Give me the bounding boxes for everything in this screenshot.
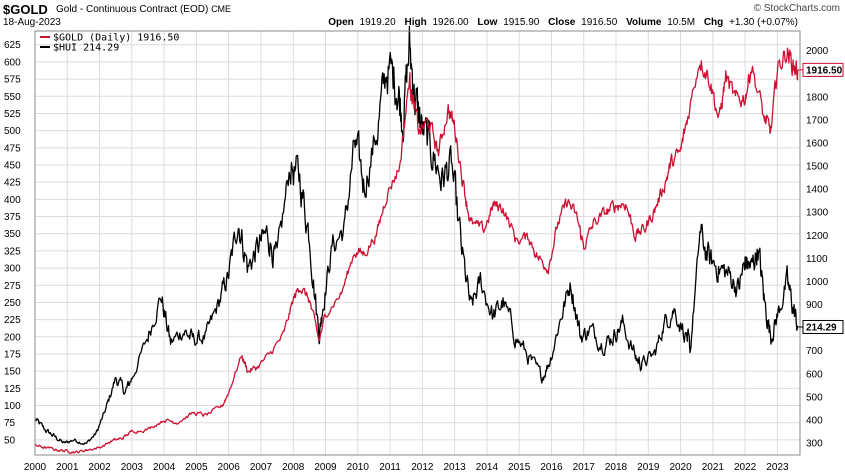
- right-tick-label: 1300: [806, 208, 829, 219]
- left-tick-label: 575: [4, 75, 21, 86]
- right-tick-label: 600: [806, 369, 823, 380]
- left-tick-label: 475: [4, 143, 21, 154]
- x-tick-label: 2012: [411, 462, 434, 473]
- right-tick-label: 900: [806, 300, 823, 311]
- left-tick-label: 325: [4, 246, 21, 257]
- left-tick-label: 300: [4, 264, 21, 275]
- left-tick-label: 50: [4, 435, 16, 446]
- x-tick-label: 2023: [766, 462, 789, 473]
- left-tick-label: 125: [4, 384, 21, 395]
- x-tick-label: 2008: [282, 462, 305, 473]
- x-tick-label: 2007: [250, 462, 273, 473]
- x-tick-label: 2011: [379, 462, 401, 473]
- hui-last-value: 214.29: [806, 322, 837, 333]
- series-layer: [34, 25, 799, 455]
- axis-layer: 50 75 100 125 150 175 200 225 250 275 300 325 350 375…: [4, 40, 844, 473]
- right-tick-label: 1700: [806, 115, 829, 126]
- left-tick-label: 400: [4, 195, 21, 206]
- symbol-title: $GOLD: [3, 2, 48, 17]
- right-tick-label: 2000: [806, 46, 829, 57]
- x-tick-label: 2003: [121, 462, 144, 473]
- x-tick-label: 2020: [669, 462, 692, 473]
- x-tick-label: 2002: [88, 462, 111, 473]
- legend-entry: $GOLD (Daily) 1916.50: [53, 33, 179, 44]
- gold-last-value: 1916.50: [806, 65, 843, 76]
- left-tick-label: 250: [4, 298, 21, 309]
- open-value: 1919.20: [359, 17, 396, 28]
- brand-watermark: © StockCharts.com: [753, 3, 840, 14]
- x-tick-label: 2000: [24, 462, 47, 473]
- right-tick-label: 1100: [806, 254, 828, 265]
- right-tick-label: 400: [806, 415, 823, 426]
- x-tick-label: 2022: [734, 462, 757, 473]
- left-tick-label: 550: [4, 92, 21, 103]
- left-tick-label: 625: [4, 40, 21, 51]
- left-tick-label: 525: [4, 109, 21, 120]
- series-line: [34, 47, 799, 455]
- x-tick-label: 2017: [573, 462, 596, 473]
- x-tick-label: 2015: [508, 462, 531, 473]
- right-tick-label: 300: [806, 438, 823, 449]
- right-tick-label: 1800: [806, 92, 829, 103]
- left-tick-label: 200: [4, 332, 21, 343]
- x-tick-label: 2005: [185, 462, 208, 473]
- x-tick-label: 2009: [314, 462, 337, 473]
- quote-date: 18-Aug-2023: [3, 17, 61, 28]
- left-tick-label: 350: [4, 229, 21, 240]
- x-tick-label: 2019: [637, 462, 660, 473]
- x-tick-label: 2010: [347, 462, 370, 473]
- low-value: 1915.90: [503, 17, 540, 28]
- left-tick-label: 175: [4, 349, 21, 360]
- close-value: 1916.50: [581, 17, 618, 28]
- series-line: [34, 25, 799, 446]
- left-tick-label: 500: [4, 126, 21, 137]
- x-tick-label: 2004: [153, 462, 176, 473]
- right-tick-label: 1400: [806, 185, 829, 196]
- right-tick-label: 1500: [806, 162, 829, 173]
- volume-label: Volume: [626, 17, 662, 28]
- quote-summary: Open 1919.20 High 1926.00 Low 1915.90 Cl…: [328, 17, 798, 28]
- x-tick-label: 2018: [605, 462, 628, 473]
- high-value: 1926.00: [432, 17, 469, 28]
- symbol-description: Gold - Continuous Contract (EOD) CME: [56, 4, 231, 15]
- legend-entry: $HUI 214.29: [53, 43, 119, 54]
- chg-value: +1.30 (+0.07%): [729, 17, 798, 28]
- left-tick-label: 600: [4, 57, 21, 68]
- x-tick-label: 2006: [218, 462, 241, 473]
- left-tick-label: 375: [4, 212, 21, 223]
- description-text: Gold - Continuous Contract (EOD): [56, 4, 209, 15]
- left-tick-label: 450: [4, 161, 21, 172]
- open-label: Open: [328, 17, 354, 28]
- close-label: Close: [548, 17, 576, 28]
- left-tick-label: 425: [4, 178, 21, 189]
- x-tick-label: 2016: [540, 462, 563, 473]
- low-label: Low: [477, 17, 498, 28]
- volume-value: 10.5M: [667, 17, 696, 28]
- plot-frame: [34, 30, 801, 456]
- chg-label: Chg: [703, 17, 724, 28]
- high-label: High: [404, 17, 427, 28]
- left-tick-label: 225: [4, 315, 21, 326]
- x-tick-label: 2001: [56, 462, 79, 473]
- right-tick-label: 1000: [806, 277, 829, 288]
- left-tick-label: 275: [4, 281, 21, 292]
- x-tick-label: 2021: [702, 462, 725, 473]
- gold-last-box: [802, 62, 844, 77]
- grid-layer: [34, 31, 800, 455]
- right-tick-label: 700: [806, 346, 823, 357]
- hui-last-box: [802, 319, 844, 334]
- left-tick-label: 150: [4, 367, 21, 378]
- exchange-label: CME: [211, 4, 232, 14]
- right-tick-label: 500: [806, 392, 823, 403]
- left-tick-label: 75: [4, 418, 16, 429]
- legend-layer: $GOLD (Daily) 1916.50$HUI 214.29: [40, 33, 179, 54]
- right-tick-label: 1200: [806, 231, 829, 242]
- x-tick-label: 2013: [443, 462, 466, 473]
- left-tick-label: 100: [4, 401, 21, 412]
- chart-header: $GOLD Gold - Continuous Contract (EOD) C…: [0, 0, 845, 30]
- right-tick-label: 1600: [806, 138, 829, 149]
- x-tick-label: 2014: [476, 462, 499, 473]
